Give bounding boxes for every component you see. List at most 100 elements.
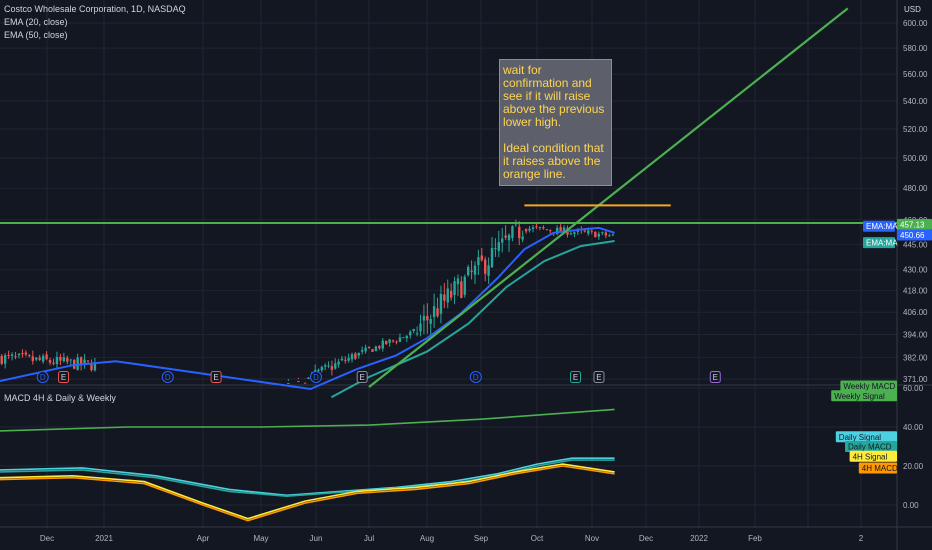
currency-label: USD [904,5,921,14]
macd-legend-label[interactable]: Weekly MACD [840,380,897,392]
candle-body [354,353,357,359]
macd-legend-label[interactable]: 4H MACD [858,462,898,474]
dividend-marker[interactable]: D [469,371,482,383]
earnings-marker[interactable]: E [58,371,70,383]
time-tick-label: Sep [474,534,489,543]
earnings-marker[interactable]: E [356,371,368,383]
price-axis-label[interactable]: 457.13 [897,218,932,230]
earnings-marker[interactable]: E [593,371,605,383]
axes-layer[interactable]: 371.00 382.00 394.00 406.00 418.00 430.00 445.… [40,19,928,543]
candle-body [590,230,593,232]
candle-body [55,357,59,365]
dividend-marker[interactable]: D [310,371,322,383]
candle-body [443,294,446,301]
macd-legend-label[interactable]: 4H Signal [849,450,897,462]
event-marker-label: D [473,373,479,382]
macd-tick-label: 20.00 [903,462,924,471]
event-marker-label: D [313,373,319,382]
earnings-marker[interactable]: E [210,371,222,383]
event-marker-label: D [165,373,171,382]
4h-signal-line[interactable] [0,463,615,520]
macd-legend-label-text: 4H MACD [862,464,898,473]
candle-body [59,356,62,361]
price-axis-label-bg [897,229,932,241]
candle-body [466,266,470,276]
candle-body [549,230,552,232]
macd-legend-label[interactable]: Daily Signal [835,431,897,443]
price-tick-label: 430.00 [903,266,928,275]
candle-body [7,354,10,356]
ema20-legend[interactable]: EMA (20, close) [4,17,68,27]
candle-body [86,360,90,362]
dividend-marker-circle [161,371,174,383]
candle-body [41,355,45,362]
macd-legend-label-bg [849,450,897,462]
earnings-marker[interactable]: E [709,371,721,383]
candle-body [518,226,521,239]
candle-body [378,346,381,349]
price-axis-label-text: 457.13 [900,220,925,229]
candle-body [360,350,364,352]
candle-body [453,281,456,296]
candle-body [38,357,41,360]
dividend-marker[interactable]: D [161,371,174,383]
weekly-signal-line[interactable] [0,408,615,432]
macd-title[interactable]: MACD 4H & Daily & Weekly [4,393,116,403]
candle-body [531,227,535,229]
candle-body [587,230,590,234]
ema20-line[interactable] [0,226,615,391]
price-axis-label[interactable]: EMA:MA [863,237,898,249]
candle-body [337,361,340,365]
earnings-marker-box [356,371,368,383]
annotation-note[interactable]: wait for confirmation and see if it will… [499,59,612,186]
candle-body [35,357,38,360]
4h-macd-line[interactable] [0,465,615,522]
event-marker-label: E [713,373,718,382]
candle-body [79,357,83,365]
candle-body [10,354,14,356]
candle-body [371,349,374,353]
price-axis-label[interactable]: 450.66 [897,229,932,241]
candle-body [347,357,350,361]
price-tick-label: 560.00 [903,70,928,79]
daily-signal-line[interactable] [0,457,615,497]
candle-body [449,290,453,298]
event-marker-label: D [40,373,46,382]
time-tick-label: Oct [531,534,544,543]
candle-body [583,230,586,232]
chart-title: Costco Wholesale Corporation, 1D, NASDAQ [4,4,186,14]
earnings-marker[interactable]: E [570,371,581,383]
candle-body [439,293,443,314]
earnings-marker-box [593,371,605,383]
macd-legend-label[interactable]: Daily MACD [845,441,897,452]
annotation-line1: wait for confirmation and see if it will… [503,63,605,129]
ema50-line[interactable] [330,240,615,399]
ema50-legend[interactable]: EMA (50, close) [4,30,68,40]
price-tick-label: 520.00 [903,125,928,134]
ascending-trendline[interactable] [368,7,849,388]
candles-layer [0,219,615,385]
candle-body [463,276,466,295]
candle-body [501,238,504,243]
candle-body [504,235,507,238]
candle-body [456,278,460,285]
event-marker-label: E [61,373,66,382]
candle-body [83,359,86,364]
price-axis-label[interactable]: EMA:MA [863,220,898,232]
candle-body [14,356,17,358]
candle-body [432,306,436,318]
candle-body [398,337,402,342]
dividend-marker-circle [36,371,49,383]
price-axis-label-bg [897,218,932,230]
price-tick-label: 394.00 [903,330,928,339]
candle-body [497,242,501,251]
candle-body [594,231,597,238]
dividend-marker[interactable]: D [36,371,49,383]
candle-body [601,232,604,234]
candle-body [303,382,307,384]
macd-legend-label[interactable]: Weekly Signal [831,390,897,402]
candle-body [446,288,449,303]
macd-legend-label-text: Weekly Signal [834,392,885,401]
event-marker-label: E [213,373,218,382]
